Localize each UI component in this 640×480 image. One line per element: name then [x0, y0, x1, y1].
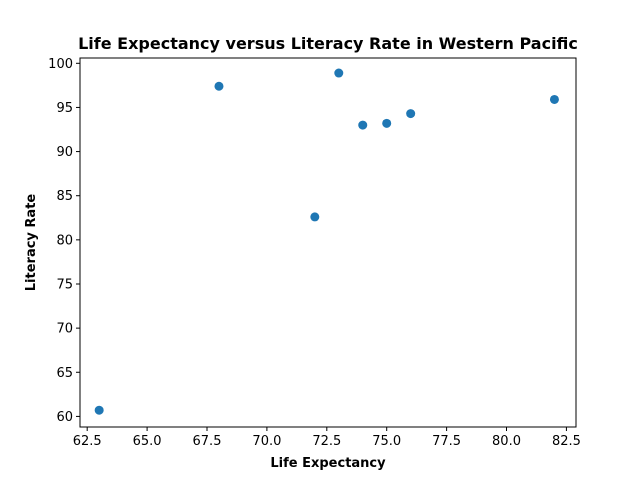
data-point [358, 120, 368, 130]
data-point [310, 212, 320, 222]
y-tick-label: 95 [56, 101, 73, 116]
data-point [94, 405, 104, 415]
x-tick-label: 77.5 [432, 434, 461, 449]
y-axis: 60 65 70 75 80 85 90 95 100 [48, 57, 80, 425]
x-tick-label: 75.0 [372, 434, 401, 449]
y-tick-label: 85 [56, 189, 73, 204]
y-tick-label: 70 [56, 322, 73, 337]
x-tick-label: 80.0 [492, 434, 521, 449]
data-point [214, 81, 224, 91]
data-point [382, 118, 392, 128]
y-tick-label: 80 [56, 233, 73, 248]
x-tick-label: 82.5 [552, 434, 581, 449]
y-tick-label: 90 [56, 145, 73, 160]
x-tick-label: 62.5 [73, 434, 102, 449]
y-tick-label: 100 [48, 57, 73, 72]
data-point [406, 109, 416, 119]
plot-area [79, 57, 577, 428]
data-points [94, 68, 559, 415]
x-axis-label: Life Expectancy [270, 456, 386, 471]
y-tick-label: 60 [56, 410, 73, 425]
chart-title: Life Expectancy versus Literacy Rate in … [78, 34, 578, 53]
data-point [549, 94, 559, 104]
x-tick-label: 67.5 [193, 434, 222, 449]
x-tick-label: 72.5 [312, 434, 341, 449]
x-tick-label: 65.0 [133, 434, 162, 449]
y-tick-label: 75 [56, 277, 73, 292]
y-tick-label: 65 [56, 366, 73, 381]
x-tick-label: 70.0 [252, 434, 281, 449]
data-point [334, 68, 344, 78]
y-axis-label: Literacy Rate [24, 194, 39, 292]
x-axis: 62.5 65.0 67.5 70.0 72.5 75.0 77.5 80.0 82.5 [73, 427, 581, 449]
